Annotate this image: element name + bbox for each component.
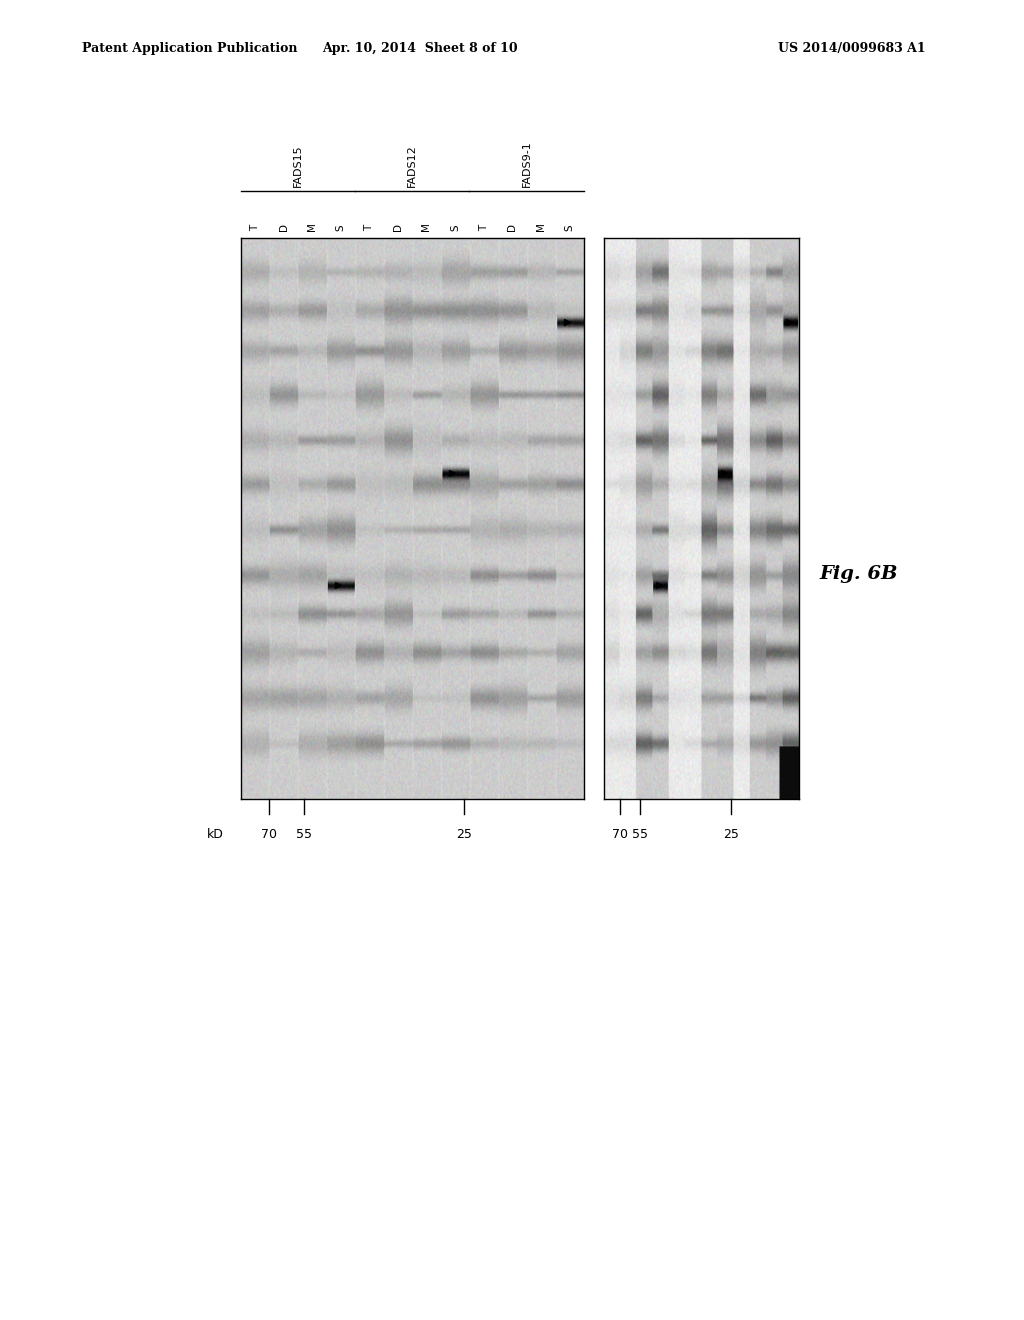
Text: S: S [336,224,346,231]
Text: T: T [478,224,488,231]
Text: FADS9-1: FADS9-1 [521,141,531,187]
Text: T: T [250,224,260,231]
Text: M: M [536,222,546,231]
Text: 55: 55 [296,828,311,841]
Text: 25: 25 [456,828,472,841]
Text: 70: 70 [261,828,278,841]
Text: FADS15: FADS15 [293,145,303,187]
Text: US 2014/0099683 A1: US 2014/0099683 A1 [778,42,926,55]
Text: S: S [564,224,574,231]
Text: M: M [307,222,317,231]
Text: D: D [507,223,517,231]
Text: S: S [450,224,460,231]
Text: 55: 55 [632,828,648,841]
Text: FADS12: FADS12 [408,145,417,187]
Text: D: D [393,223,402,231]
Text: 25: 25 [723,828,738,841]
Text: D: D [279,223,289,231]
Text: Fig. 6B: Fig. 6B [819,565,898,583]
Text: Patent Application Publication: Patent Application Publication [82,42,297,55]
Text: T: T [365,224,375,231]
Text: kD: kD [207,828,223,841]
Text: 70: 70 [612,828,629,841]
Text: M: M [422,222,431,231]
Text: Apr. 10, 2014  Sheet 8 of 10: Apr. 10, 2014 Sheet 8 of 10 [322,42,518,55]
